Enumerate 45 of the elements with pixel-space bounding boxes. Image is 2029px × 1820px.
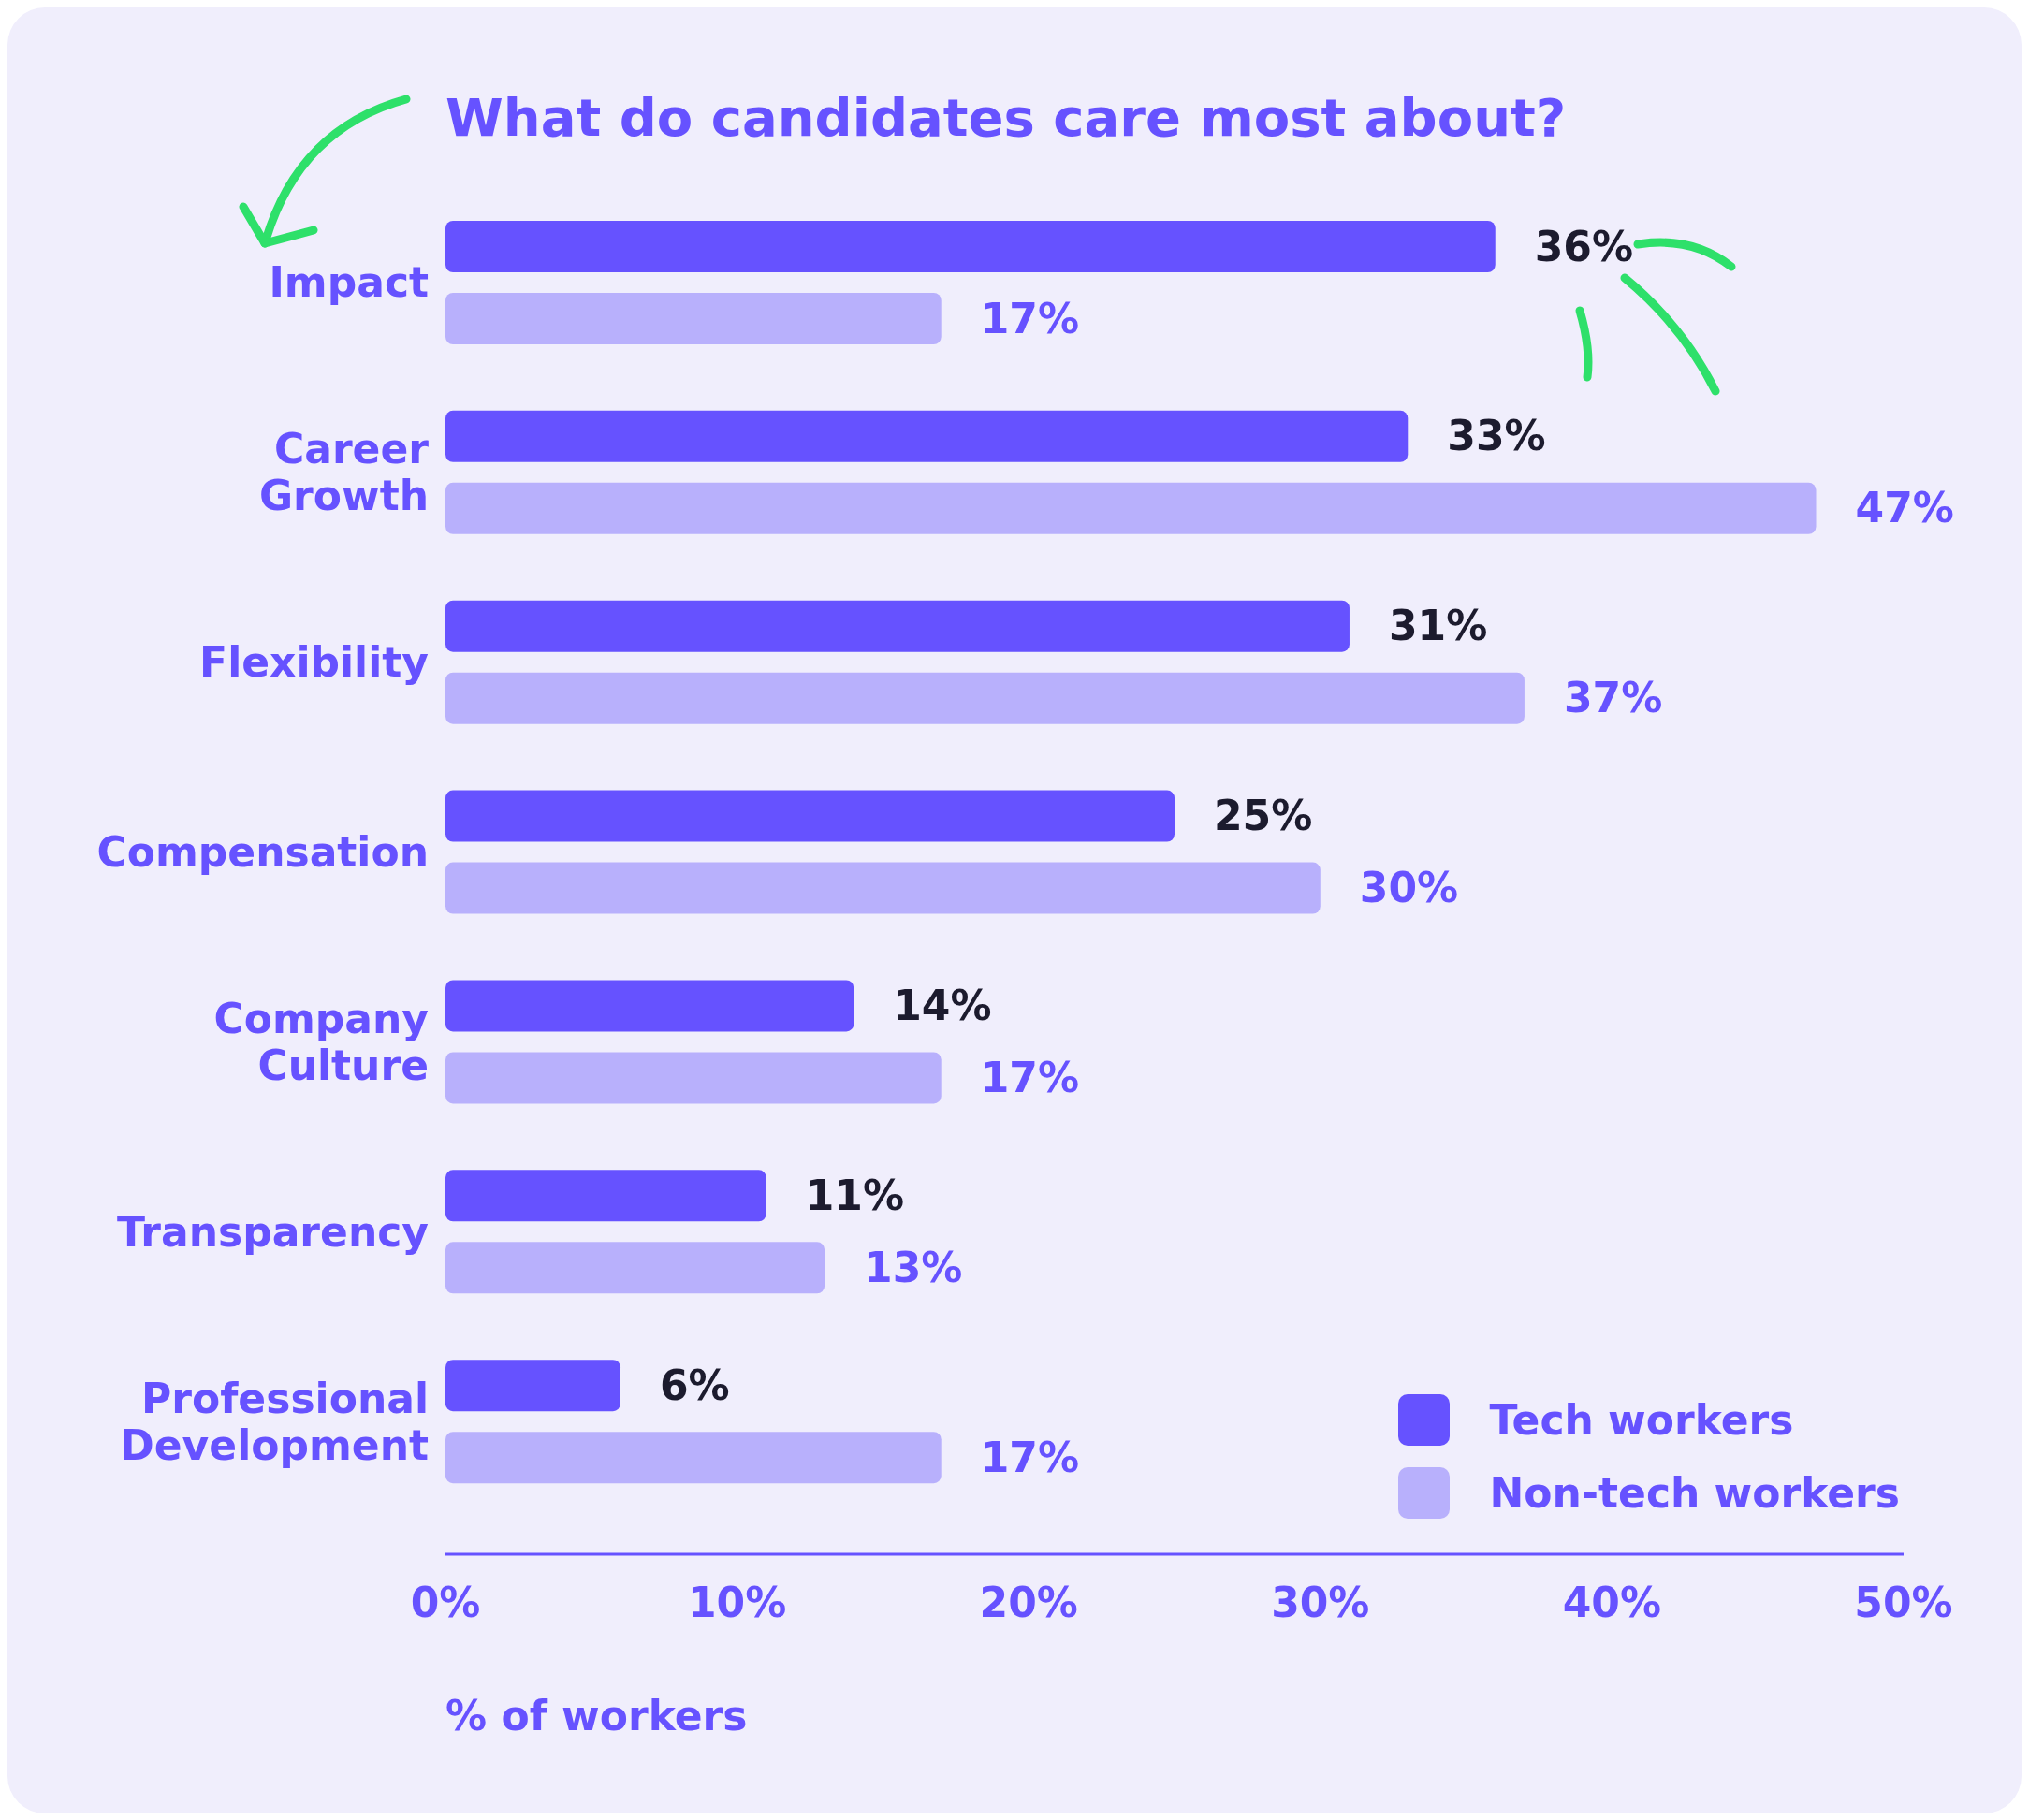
- x-tick-label: 20%: [979, 1579, 1078, 1627]
- bar: [445, 1432, 942, 1484]
- legend-label: Non-tech workers: [1489, 1468, 1900, 1517]
- data-label: 47%: [1855, 484, 1954, 532]
- data-label: 6%: [659, 1361, 730, 1409]
- bar: [445, 672, 1525, 724]
- data-label: 25%: [1214, 792, 1313, 840]
- y-tick-label: Transparency: [117, 1207, 429, 1256]
- bar: [445, 1242, 825, 1294]
- data-label: 33%: [1447, 412, 1546, 460]
- data-label: 13%: [864, 1243, 963, 1291]
- y-tick-label: Professional Development: [120, 1374, 429, 1469]
- bar: [445, 1170, 766, 1222]
- y-tick-label: Impact: [269, 258, 429, 307]
- bar: [445, 790, 1175, 842]
- y-tick-label: Company Culture: [213, 994, 429, 1089]
- x-tick-label: 0%: [410, 1579, 481, 1627]
- bar: [445, 980, 854, 1032]
- y-tick-label: Career Growth: [258, 425, 430, 520]
- legend-label: Tech workers: [1489, 1395, 1794, 1444]
- data-label: 17%: [980, 294, 1080, 342]
- bar: [445, 1360, 620, 1412]
- x-tick-label: 10%: [687, 1579, 787, 1627]
- x-tick-label: 50%: [1854, 1579, 1953, 1627]
- x-axis-title: % of workers: [445, 1692, 748, 1740]
- data-label: 11%: [805, 1171, 905, 1219]
- data-label: 36%: [1534, 222, 1634, 270]
- bar: [445, 1052, 942, 1104]
- data-label: 37%: [1563, 674, 1663, 722]
- bar: [445, 482, 1817, 534]
- chart-title: What do candidates care most about?: [445, 87, 1567, 148]
- bar: [445, 293, 942, 344]
- bar: [445, 600, 1350, 652]
- x-tick-label: 30%: [1271, 1579, 1370, 1627]
- y-tick-label: Flexibility: [199, 638, 429, 687]
- data-label: 17%: [980, 1433, 1080, 1481]
- bar: [445, 410, 1409, 462]
- y-tick-label: Compensation: [96, 828, 429, 876]
- data-label: 31%: [1388, 602, 1488, 650]
- data-label: 14%: [893, 981, 992, 1029]
- data-label: 17%: [980, 1053, 1080, 1101]
- bar: [445, 862, 1321, 914]
- bar: [445, 221, 1496, 272]
- data-label: 30%: [1359, 864, 1459, 912]
- x-tick-label: 40%: [1562, 1579, 1662, 1627]
